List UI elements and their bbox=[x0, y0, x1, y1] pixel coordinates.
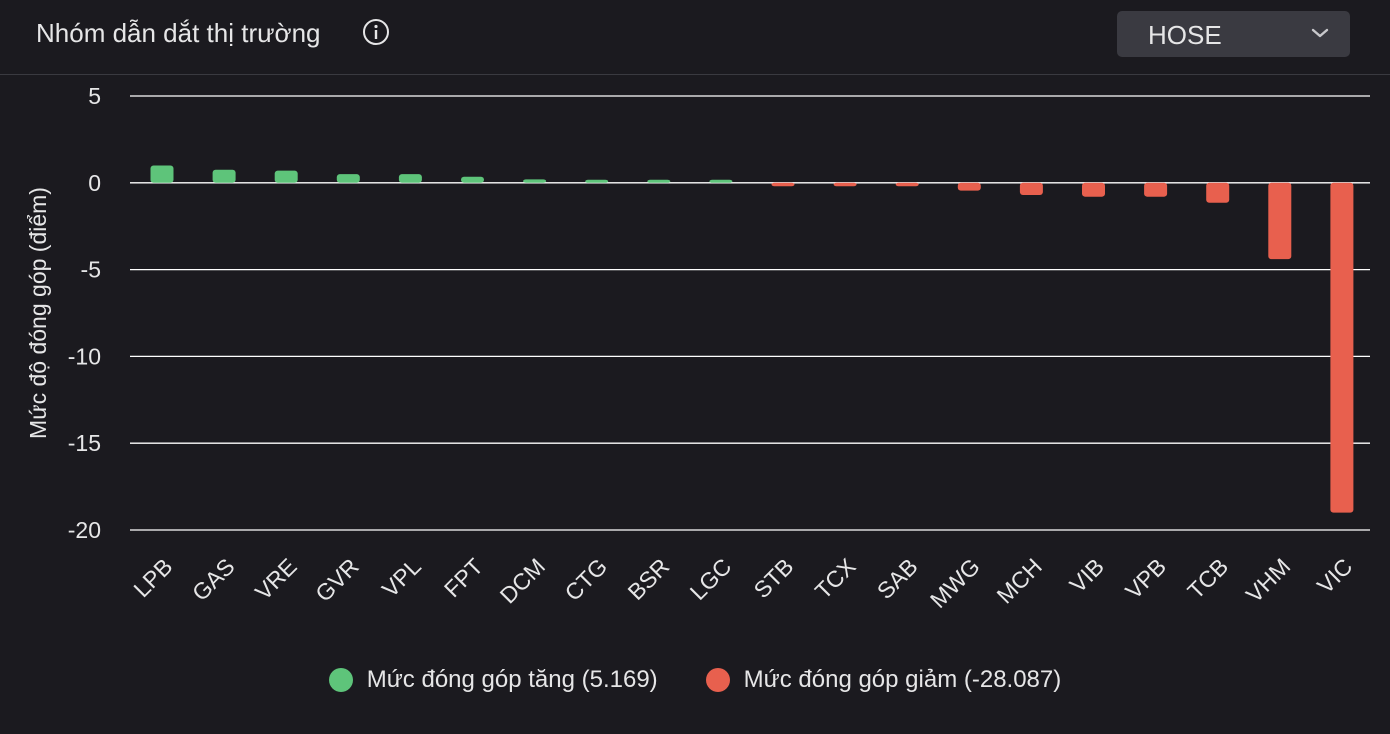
x-tick-label: VPB bbox=[1120, 553, 1171, 604]
bar-stb[interactable] bbox=[771, 182, 795, 187]
legend-label-increase: Mức đóng góp tăng (5.169) bbox=[366, 666, 658, 693]
chevron-down-icon bbox=[1311, 28, 1329, 38]
bar-vpb[interactable] bbox=[1144, 182, 1168, 197]
y-tick-label: 5 bbox=[88, 83, 101, 109]
y-tick-label: 0 bbox=[88, 170, 101, 196]
x-tick-label: FPT bbox=[439, 553, 488, 602]
y-tick-label: -5 bbox=[81, 257, 101, 283]
x-tick-label: VIB bbox=[1064, 553, 1109, 598]
x-tick-label: TCB bbox=[1182, 553, 1233, 604]
x-tick-label: GVR bbox=[310, 553, 364, 607]
chart-legend: Mức đóng góp tăng (5.169) Mức đóng góp g… bbox=[0, 662, 1390, 698]
bar-chart: 5 0 -5 -10 -15 -20 LPB GAS VRE GVR VPL FPT DCM CTG BS… bbox=[25, 83, 1370, 613]
bar-fpt[interactable] bbox=[461, 176, 484, 183]
x-tick-label: VIC bbox=[1312, 553, 1357, 598]
bar-vic[interactable] bbox=[1330, 182, 1354, 513]
bar-ctg[interactable] bbox=[585, 179, 609, 183]
x-tick-label: LGC bbox=[685, 553, 737, 605]
bar-lgc[interactable] bbox=[709, 179, 733, 183]
x-tick-label: MCH bbox=[992, 553, 1047, 608]
bar-mwg[interactable] bbox=[957, 182, 981, 191]
x-tick-label: VRE bbox=[250, 553, 302, 605]
legend-label-decrease: Mức đóng góp giảm (-28.087) bbox=[743, 666, 1062, 693]
y-axis-label: Mức độ đóng góp (điểm) bbox=[25, 187, 51, 439]
exchange-selected-value: HOSE bbox=[1148, 20, 1222, 50]
legend-dot-decrease bbox=[705, 668, 730, 692]
legend-dot-increase bbox=[328, 668, 353, 692]
x-tick-label: MWG bbox=[925, 553, 985, 613]
y-tick-label: -15 bbox=[68, 430, 101, 456]
bar-vhm[interactable] bbox=[1268, 182, 1292, 260]
bar-sab[interactable] bbox=[895, 182, 919, 187]
x-axis-ticks: LPB GAS VRE GVR VPL FPT DCM CTG BSR LGC STB TCX SAB M… bbox=[128, 553, 1357, 613]
x-tick-label: DCM bbox=[495, 553, 550, 608]
x-tick-label: LPB bbox=[128, 553, 177, 602]
bar-vib[interactable] bbox=[1082, 182, 1105, 197]
legend-item-increase[interactable]: Mức đóng góp tăng (5.169) bbox=[328, 666, 658, 694]
info-icon[interactable] bbox=[362, 18, 390, 46]
x-tick-label: STB bbox=[749, 553, 799, 603]
bar-vpl[interactable] bbox=[398, 174, 422, 183]
bar-lpb[interactable] bbox=[150, 165, 174, 183]
x-tick-label: CTG bbox=[560, 553, 613, 606]
x-tick-label: BSR bbox=[623, 553, 675, 605]
x-tick-label: TCX bbox=[810, 553, 861, 604]
x-tick-label: GAS bbox=[187, 553, 240, 606]
x-tick-label: VHM bbox=[1241, 553, 1296, 608]
chart-title: Nhóm dẫn dắt thị trường bbox=[36, 18, 321, 48]
bar-bsr[interactable] bbox=[647, 179, 671, 183]
exchange-dropdown[interactable]: HOSE bbox=[1117, 11, 1350, 57]
y-axis-ticks: 5 0 -5 -10 -15 -20 bbox=[68, 83, 101, 543]
y-tick-label: -20 bbox=[68, 517, 101, 543]
x-tick-label: SAB bbox=[872, 553, 923, 604]
bar-tcb[interactable] bbox=[1206, 182, 1230, 203]
bars bbox=[150, 165, 1354, 513]
grid-lines bbox=[130, 95, 1370, 531]
bar-mch[interactable] bbox=[1019, 182, 1043, 195]
bar-dcm[interactable] bbox=[523, 179, 547, 183]
bar-tcx[interactable] bbox=[833, 182, 857, 187]
chart-header: Nhóm dẫn dắt thị trường HOSE bbox=[0, 0, 1390, 75]
legend-item-decrease[interactable]: Mức đóng góp giảm (-28.087) bbox=[705, 666, 1062, 694]
y-tick-label: -10 bbox=[68, 343, 101, 369]
x-tick-label: VPL bbox=[377, 553, 426, 602]
bar-gvr[interactable] bbox=[336, 174, 360, 183]
bar-vre[interactable] bbox=[274, 170, 298, 183]
bar-gas[interactable] bbox=[212, 169, 236, 183]
